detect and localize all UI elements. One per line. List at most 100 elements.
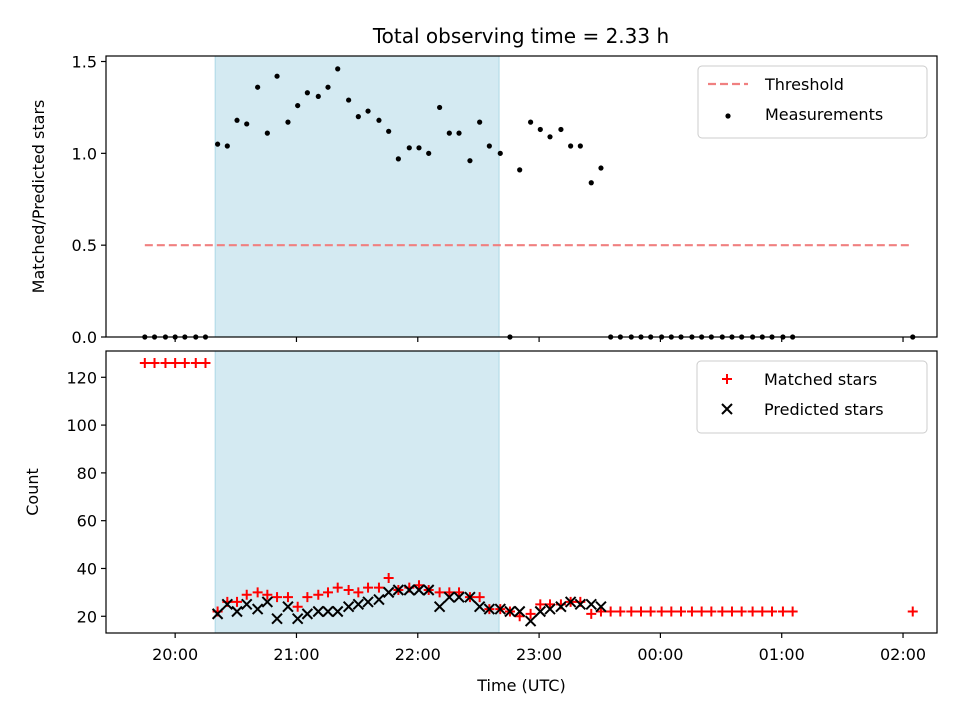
data-point — [517, 167, 523, 173]
data-point — [211, 608, 224, 620]
data-point — [323, 587, 334, 598]
data-point — [332, 582, 343, 593]
data-point — [244, 121, 250, 127]
data-point — [504, 605, 516, 618]
data-point — [645, 606, 656, 617]
data-point — [160, 357, 171, 368]
data-point — [568, 143, 574, 149]
data-point — [234, 117, 240, 123]
data-point — [241, 589, 252, 600]
data-point — [574, 598, 587, 611]
data-point — [149, 357, 160, 368]
data-point — [757, 606, 768, 617]
data-point — [443, 591, 456, 603]
data-point — [588, 180, 594, 186]
data-point — [444, 587, 455, 598]
series-predicted-stars — [211, 584, 607, 627]
data-point — [434, 587, 445, 598]
observing-interval-shade — [214, 55, 500, 338]
y-tick-label: 40 — [77, 559, 97, 578]
data-point — [362, 596, 374, 608]
legend: Matched stars Predicted stars — [696, 360, 928, 434]
data-point — [514, 611, 525, 622]
y-tick-label: 1.5 — [72, 53, 97, 72]
y-tick-label: 80 — [77, 464, 97, 483]
data-point — [355, 114, 361, 120]
data-point — [301, 608, 314, 620]
data-point — [524, 615, 537, 627]
data-point — [271, 612, 283, 625]
data-point — [346, 97, 352, 103]
data-point — [295, 102, 301, 109]
data-point — [585, 598, 597, 611]
data-point — [555, 601, 567, 613]
data-point — [406, 145, 412, 151]
data-point — [494, 603, 506, 615]
legend-label: Measurements — [765, 105, 883, 124]
legend-label: Predicted stars — [764, 400, 884, 419]
data-point — [605, 606, 616, 617]
data-point — [696, 606, 707, 617]
data-point — [274, 73, 280, 79]
legend-swatch-dot — [725, 113, 731, 119]
panel-ratio: 0.0 0.5 1.0 1.5 Matched/Predicted stars Thres… — [29, 53, 938, 347]
panel-count: 20 40 60 80 100 120 20:00 21:00 22:00 23:00 00:00 0… — [23, 350, 938, 664]
data-point — [464, 591, 476, 603]
data-point — [437, 104, 443, 111]
chart-title: Total observing time = 2.33 h — [372, 24, 669, 48]
data-point — [586, 608, 597, 619]
data-point — [686, 606, 697, 617]
data-point — [221, 598, 234, 611]
data-point — [325, 84, 331, 90]
data-point — [547, 134, 553, 140]
data-point — [454, 587, 465, 598]
data-point — [525, 608, 536, 619]
data-point — [231, 605, 243, 618]
data-point — [232, 596, 243, 607]
data-point — [717, 606, 728, 617]
x-tick-label: 23:00 — [516, 645, 562, 664]
data-point — [626, 606, 637, 617]
y-tick-label: 120 — [66, 368, 97, 387]
data-point — [474, 592, 485, 603]
axes-frame — [105, 350, 938, 634]
data-point — [767, 606, 778, 617]
data-point — [353, 587, 364, 598]
data-point — [170, 357, 181, 368]
legend: Threshold Measurements — [697, 65, 928, 139]
y-tick-label: 1.0 — [72, 144, 97, 163]
data-point — [777, 606, 788, 617]
data-point — [302, 592, 313, 603]
data-point — [139, 357, 150, 368]
data-point — [262, 589, 273, 600]
x-tick-label: 00:00 — [637, 645, 683, 664]
data-point — [736, 606, 747, 617]
legend-label: Matched stars — [764, 370, 877, 389]
data-point — [252, 587, 263, 598]
data-point — [453, 591, 465, 603]
data-point — [564, 596, 577, 608]
data-point — [352, 598, 365, 611]
data-point — [545, 599, 556, 610]
data-point — [635, 606, 646, 617]
data-point — [285, 119, 291, 125]
y-tick-label: 0.5 — [72, 236, 97, 255]
data-point — [382, 586, 395, 599]
data-point — [544, 603, 556, 615]
data-point — [446, 130, 452, 136]
data-point — [513, 605, 526, 618]
data-point — [483, 603, 496, 615]
data-point — [534, 605, 547, 618]
data-point — [433, 601, 446, 613]
data-point — [292, 601, 303, 612]
data-point — [416, 145, 422, 151]
y-tick-label: 100 — [66, 416, 97, 435]
data-point — [179, 357, 190, 368]
axes-frame — [105, 55, 938, 338]
data-point — [456, 130, 462, 136]
data-point — [413, 580, 424, 591]
y-axis-title: Matched/Predicted stars — [29, 100, 48, 294]
data-point — [595, 601, 607, 613]
data-point — [376, 117, 382, 123]
x-tick-label: 02:00 — [880, 645, 926, 664]
